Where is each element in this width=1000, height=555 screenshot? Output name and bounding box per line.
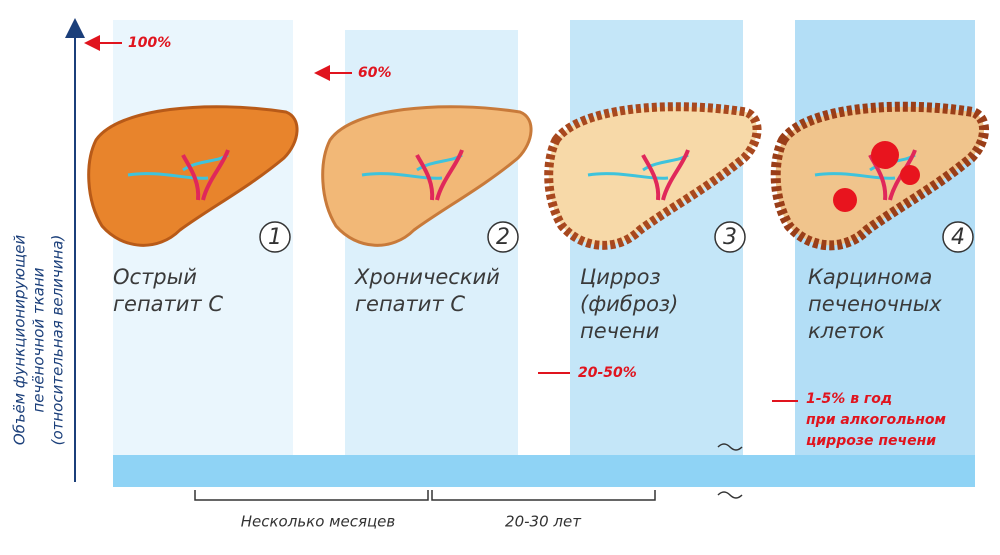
period-label: Несколько месяцев — [241, 513, 396, 531]
risk-label: при алкогольном — [806, 412, 946, 428]
liver — [776, 107, 984, 246]
stage-label: гепатит С — [355, 292, 465, 316]
stage-number: 3 — [723, 225, 737, 250]
stage-label: гепатит С — [113, 292, 223, 316]
risk-label: циррозе печени — [806, 433, 936, 449]
stage-label: Карцинома — [808, 265, 932, 289]
number-circle — [487, 221, 519, 253]
volume-label: 100% — [128, 35, 171, 51]
y-axis-label: Объём функционирующей печёночной ткани (… — [11, 235, 67, 446]
stage-label: печени — [580, 319, 659, 343]
stage-number: 1 — [268, 225, 282, 250]
stage-label: Острый — [113, 265, 197, 289]
volume-label: 60% — [358, 65, 392, 81]
liver — [321, 105, 533, 247]
number-circle — [942, 221, 974, 253]
number-circle — [714, 221, 746, 253]
stage-number: 4 — [951, 225, 965, 250]
volume-label: 20-50% — [578, 365, 637, 381]
timeline-bar — [113, 455, 975, 487]
stage-label: печеночных — [808, 292, 942, 316]
break-mark — [717, 443, 743, 499]
stage-label: (фиброз) — [580, 292, 678, 316]
y-axis-label-line: печёночной ткани — [30, 267, 48, 412]
stage-label: Хронический — [354, 265, 500, 289]
liver — [87, 105, 299, 247]
number-circle — [259, 221, 291, 253]
stage-label: Цирроз — [580, 265, 661, 289]
stage-label: клеток — [808, 319, 885, 343]
risk-label: 1-5% в год — [806, 391, 892, 407]
period-label: 20-30 лет — [505, 513, 582, 531]
y-axis-label-line: Объём функционирующей — [11, 235, 29, 446]
period-bracket — [194, 490, 656, 501]
liver — [549, 107, 757, 246]
stage-number: 2 — [496, 225, 510, 250]
y-axis-label-line: (относительная величина) — [49, 235, 67, 446]
